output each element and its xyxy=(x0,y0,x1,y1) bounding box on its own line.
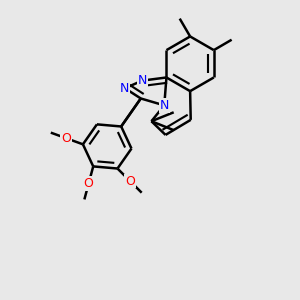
Text: N: N xyxy=(137,74,147,87)
Text: O: O xyxy=(84,177,94,190)
Text: N: N xyxy=(120,82,130,95)
Text: O: O xyxy=(125,175,135,188)
Text: O: O xyxy=(61,132,71,145)
Text: N: N xyxy=(160,99,169,112)
